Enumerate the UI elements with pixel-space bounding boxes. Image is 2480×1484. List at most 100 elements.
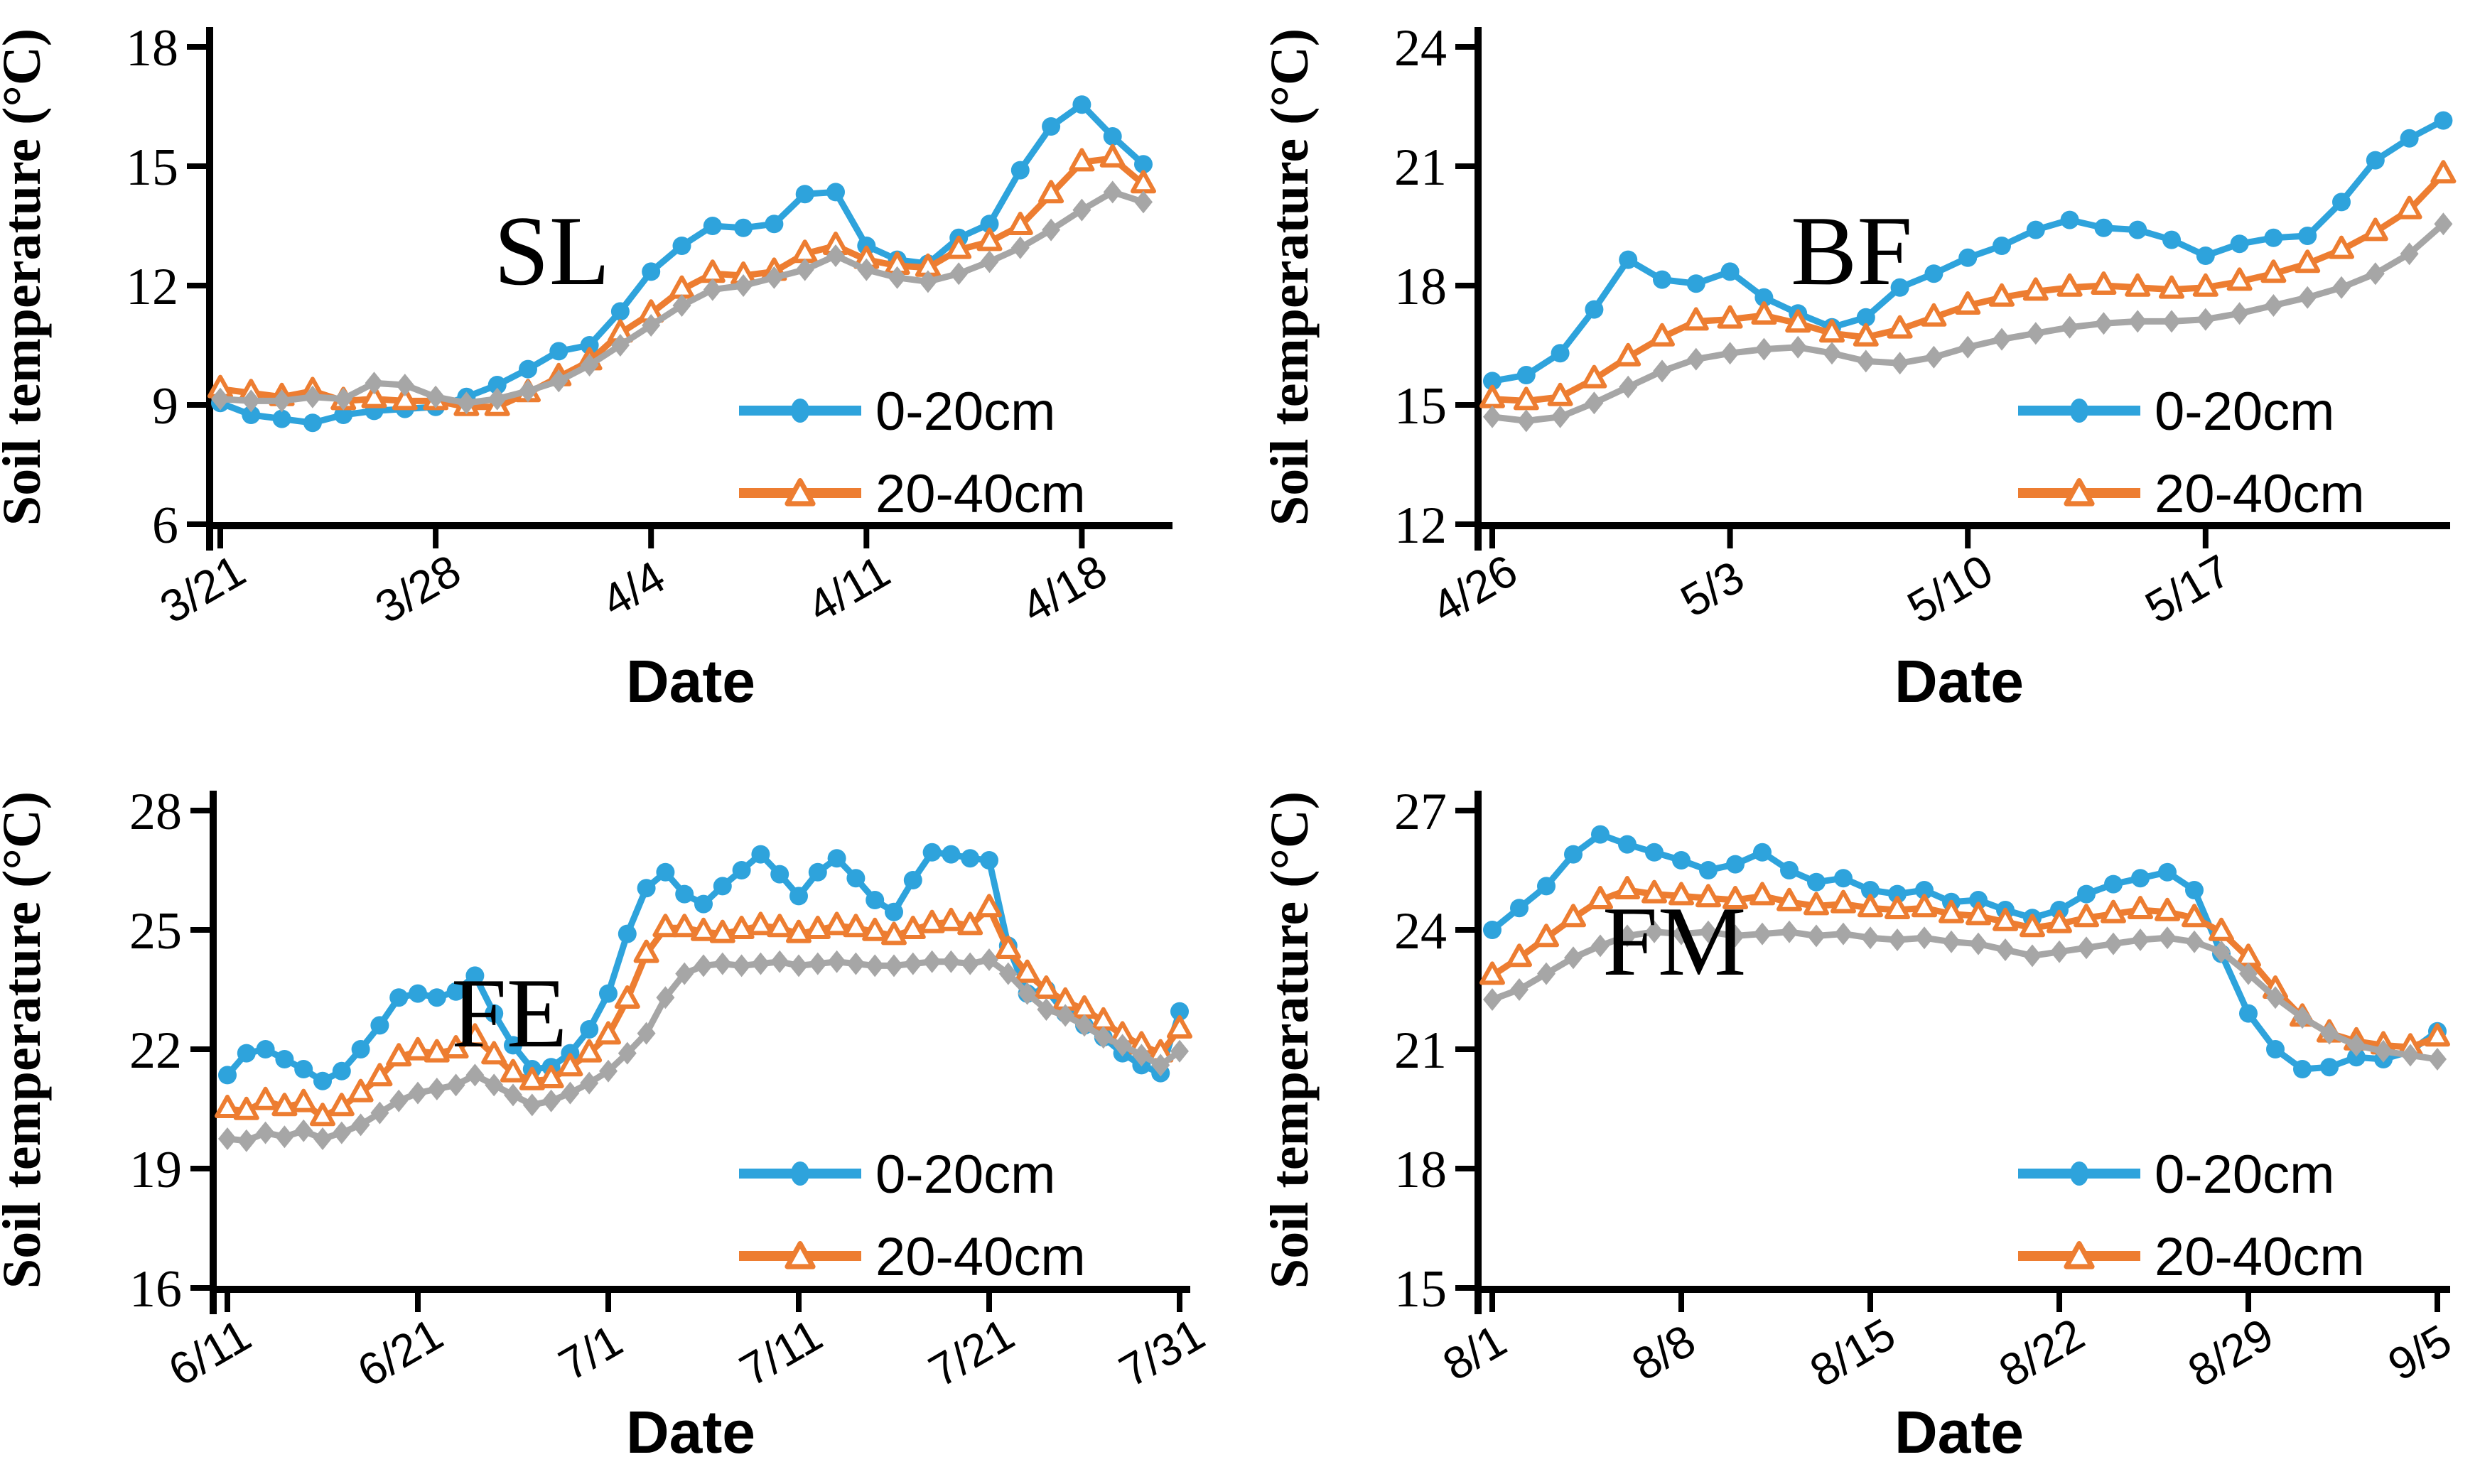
circle-marker [1807,872,1826,892]
triangle-marker [672,914,698,938]
circle-marker [351,1040,370,1058]
triangle-marker [538,1065,564,1088]
diamond-marker [942,950,961,973]
triangle-marker [862,917,888,941]
circle-marker [1551,344,1570,363]
diamond-marker [1726,924,1745,948]
diamond-marker [1915,926,1934,950]
diamond-marker [826,244,845,267]
diamond-marker [1618,924,1637,948]
panel-letter-FM: FM [1602,887,1746,997]
triangle-marker [1007,212,1033,235]
triangle-marker [1966,901,1991,926]
x-tick-label-FE: 7/31 [1111,1309,1213,1397]
legend-label-0-20cm: 0-20cm [875,1144,1055,1205]
circle-marker [980,851,998,870]
legend-label-0-20cm: 0-20cm [2155,1144,2334,1205]
circle-marker [1618,835,1637,854]
triangle-marker [2192,273,2218,297]
triangle-marker [291,1088,317,1112]
y-tick-label-FE: 19 [129,1141,182,1199]
diamond-marker [519,379,537,403]
y-tick-label-FE: 16 [129,1260,182,1318]
legend-label-0-20cm: 0-20cm [875,381,1055,442]
series-markers-SL-unlabeled [211,180,1153,415]
circle-marker [1585,300,1604,319]
circle-marker [1619,250,1638,269]
diamond-marker [672,294,691,317]
diamond-marker [370,1101,389,1125]
diamond-marker [732,954,751,977]
circle-marker [1564,845,1583,864]
triangle-marker [2425,1023,2450,1047]
triangle-marker [2362,217,2388,242]
x-tick-label-FE: 6/21 [349,1309,451,1397]
triangle-marker [1777,887,1802,911]
diamond-marker [1753,922,1772,946]
diamond-marker [2162,310,2181,333]
diamond-marker [294,1119,313,1142]
diamond-marker [961,952,980,975]
triangle-marker [881,921,907,946]
legend-label-0-20cm: 0-20cm [2155,381,2334,442]
diamond-marker [2347,1034,2366,1057]
circle-marker [1103,127,1122,146]
x-tick-label-SL: 4/4 [593,551,674,627]
circle-marker [2320,1058,2339,1077]
circle-marker [370,1016,389,1035]
diamond-marker [1042,218,1061,242]
circle-marker [487,376,507,394]
diamond-marker [1699,920,1718,943]
triangle-marker [443,1035,469,1058]
circle-marker [765,215,784,234]
diamond-marker [1653,359,1671,383]
circle-marker [2060,210,2079,229]
diamond-marker [827,950,846,973]
x-tick-label-FE: 7/11 [731,1309,831,1396]
triangle-marker [252,1086,279,1110]
triangle-marker [1479,961,1505,985]
triangle-marker [1506,943,1532,968]
circle-marker [237,1044,256,1063]
circle-marker [275,1050,294,1068]
circle-marker [1958,248,1978,267]
triangle-marker [557,1053,583,1077]
triangle-marker [1912,894,1937,918]
y-tick-label-SL: 12 [126,258,178,316]
circle-marker [1686,274,1705,293]
legend-label-20-40cm: 20-40cm [875,1227,1086,1287]
triangle-marker [405,1036,431,1061]
diamond-marker [256,1121,275,1144]
circle-marker [795,185,814,204]
diamond-marker [1888,928,1907,951]
series-markers-FM-unlabeled [1483,920,2447,1071]
triangle-marker [1038,180,1064,204]
circle-marker [446,982,465,1001]
circle-marker [610,302,630,321]
diamond-marker [888,266,907,289]
legend-marker-20-40cm [2064,1240,2095,1269]
circle-marker [1861,881,1880,899]
circle-marker [2347,1048,2366,1067]
circle-marker [942,845,961,864]
diamond-marker [2264,294,2283,317]
triangle-marker [481,1041,507,1065]
diamond-marker [703,278,722,301]
y-tick-label-FM: 21 [1394,1022,1447,1080]
triangle-marker [1750,882,1775,906]
diamond-marker [2298,286,2317,309]
legend-marker-20-40cm [785,477,816,507]
diamond-marker [1890,352,1909,375]
circle-marker [734,218,753,237]
circle-marker [272,409,291,428]
triangle-marker [2155,897,2180,921]
diamond-marker [2332,276,2351,299]
triangle-marker [424,1039,450,1063]
diamond-marker [857,258,876,281]
diamond-marker [734,274,753,297]
triangle-marker [215,1095,240,1118]
panel-SL: 18 15 12 9 63/21 3/28 4/4 4/11 4/18 SL 0-20cm 20-40… [0,19,1172,715]
diamond-marker [561,1081,580,1105]
triangle-marker [1722,886,1748,909]
